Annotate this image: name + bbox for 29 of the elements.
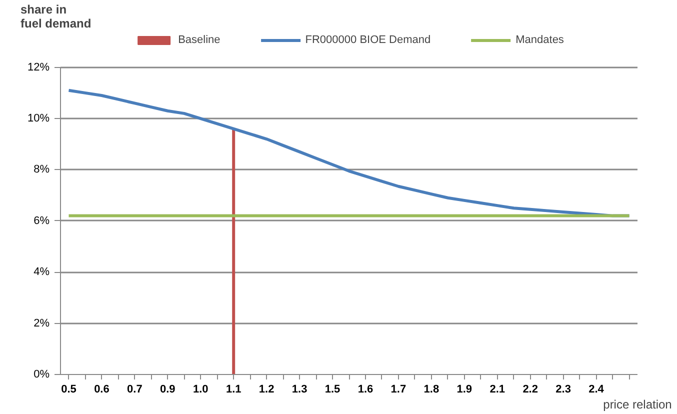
x-tick-label: 1.5 (324, 384, 340, 396)
y-tick-label: 12% (27, 61, 50, 74)
x-tick-label: 0.9 (160, 384, 176, 396)
x-tick-label: 1.6 (358, 384, 374, 396)
legend-label: FR000000 BIOE Demand (305, 34, 431, 46)
x-axis-title: price relation (603, 398, 672, 412)
x-tick-label: 1.0 (192, 384, 208, 396)
x-tick-label: 1.7 (390, 384, 406, 396)
x-tick-label: 0.6 (94, 384, 110, 396)
y-tick-label: 6% (34, 214, 50, 227)
x-tick-label: 2.2 (522, 384, 538, 396)
x-tick-label: 2.3 (556, 384, 571, 396)
y-tick-label: 10% (27, 112, 50, 125)
x-tick-label: 1.8 (424, 384, 440, 396)
x-tick-label: 0.5 (61, 384, 76, 396)
y-tick-label: 0% (34, 368, 50, 380)
y-tick-label: 2% (34, 317, 50, 330)
x-tick-label: 2.1 (490, 384, 506, 396)
legend-label: Mandates (516, 34, 564, 46)
y-tick-label: 8% (34, 164, 50, 176)
legend-label: Baseline (178, 34, 220, 46)
x-tick-label: 2.4 (588, 384, 605, 396)
y-tick-label: 4% (34, 266, 50, 278)
x-tick-label: 1.9 (456, 384, 472, 396)
x-tick-label: 1.1 (226, 384, 242, 396)
x-tick-label: 0.7 (127, 384, 142, 396)
y-axis-title: share in fuel demand (20, 2, 92, 30)
x-tick-label: 1.2 (258, 384, 274, 396)
x-tick-label: 1.3 (292, 384, 308, 396)
